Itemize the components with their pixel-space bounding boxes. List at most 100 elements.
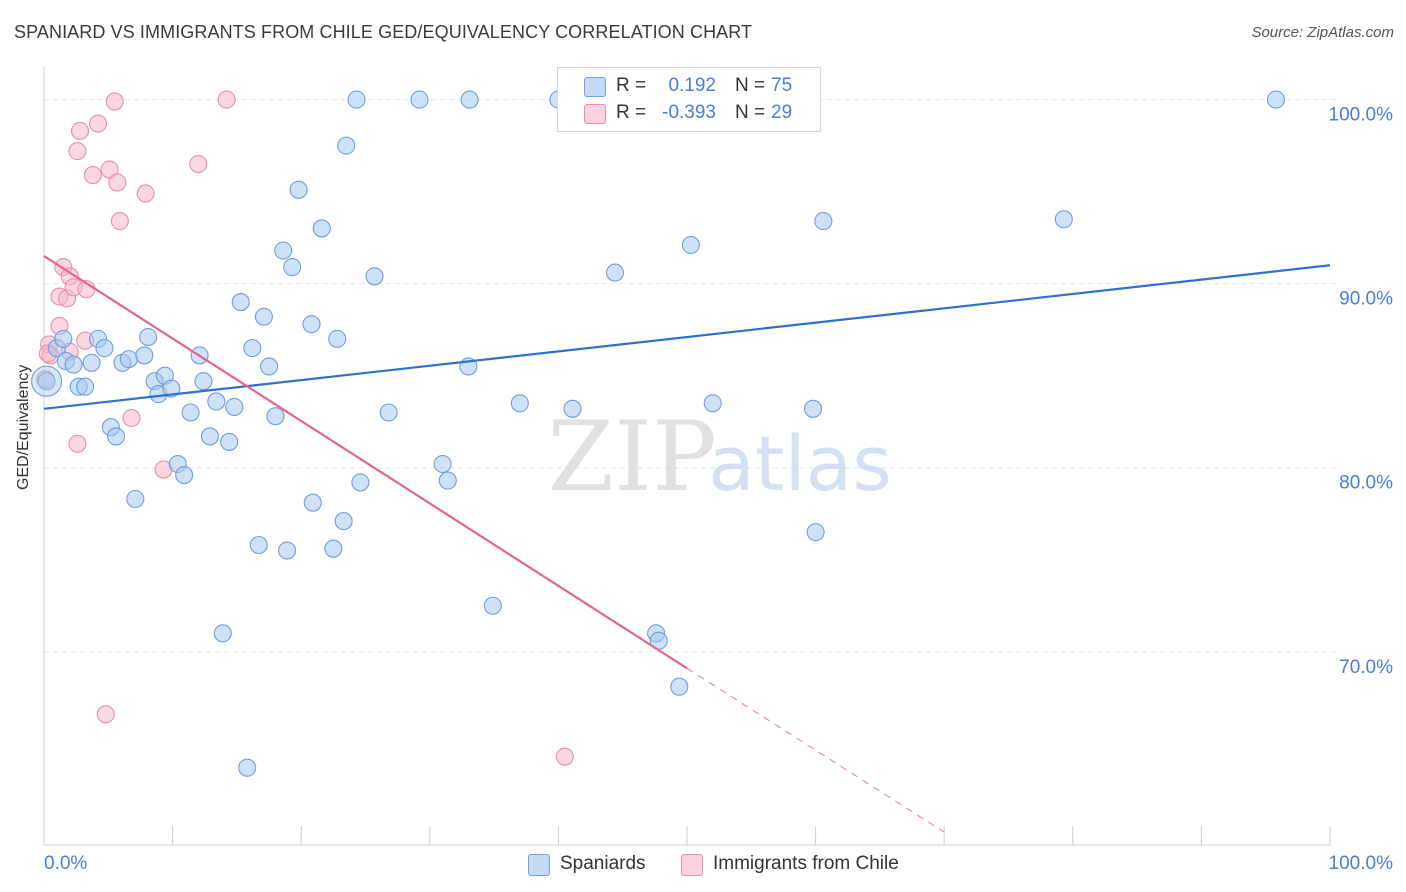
chile-point [68, 434, 87, 453]
trend-lines [43, 255, 1331, 833]
spaniard-point [278, 541, 297, 560]
spaniard-point [37, 372, 56, 391]
chile-point [88, 114, 108, 133]
spaniard-point [351, 473, 370, 492]
spaniard-point [410, 90, 429, 109]
spaniard-point [510, 394, 529, 413]
spaniard-point-large [31, 365, 63, 397]
spaniard-point [670, 677, 689, 696]
chile-trend-extension [686, 667, 945, 833]
spaniard-point [64, 355, 83, 374]
spaniard-point [76, 377, 95, 396]
spaniard-point [266, 407, 285, 426]
spaniard-point [238, 758, 257, 777]
spaniard-point [302, 315, 321, 334]
spaniard-point [194, 372, 213, 391]
legend-r-label: R = [616, 75, 647, 96]
spaniard-point [806, 523, 825, 542]
spaniard-point [703, 394, 722, 413]
legend-label: Spaniards [560, 853, 646, 874]
legend-row-spaniards: R = 0.192 N = 75 [558, 73, 820, 101]
spaniard-point [259, 357, 279, 376]
spaniard-point [328, 329, 347, 348]
chile-point [108, 173, 127, 192]
legend-n-label: N = [735, 75, 766, 96]
spaniard-point [162, 379, 181, 398]
x-tick-label: 0.0% [44, 853, 87, 874]
spaniard-point [220, 432, 239, 451]
chile-point [189, 154, 208, 174]
spaniard-point [814, 212, 833, 231]
y-tick-label: 70.0% [1339, 657, 1393, 678]
chile-trend-line [43, 255, 688, 670]
spaniard-point [803, 399, 823, 418]
spaniard-point [139, 327, 158, 347]
spaniard-point [274, 241, 293, 260]
grid-lines [44, 99, 1336, 653]
spaniard-point [225, 397, 244, 417]
chile-point [83, 166, 102, 185]
spaniard-point [433, 454, 452, 474]
spaniard-point [324, 539, 343, 558]
spaniard-point [1054, 210, 1073, 229]
tick-labels: 70.0% 80.0% 90.0% 100.0% 0.0% 100.0% [44, 105, 1393, 874]
spaniards-trend-line [43, 264, 1331, 410]
spaniard-point [289, 180, 308, 199]
y-tick-label: 100.0% [1329, 105, 1394, 126]
chile-point [105, 92, 124, 111]
y-tick-label: 80.0% [1339, 473, 1393, 494]
correlation-legend: R = 0.192 N = 75 R = -0.393 N = 29 [557, 67, 821, 132]
x-tick-label: 100.0% [1329, 853, 1394, 874]
chile-point [68, 142, 87, 161]
legend-r-label: R = [616, 102, 647, 123]
spaniard-point [334, 512, 353, 531]
spaniard-point [379, 403, 398, 422]
spaniard-point [605, 263, 625, 282]
legend-label: Immigrants from Chile [713, 853, 899, 874]
spaniard-point [1266, 90, 1286, 109]
spaniard-point [337, 136, 356, 155]
data-points [31, 90, 1286, 777]
watermark-zip: ZIP [547, 401, 716, 513]
spaniard-point [213, 624, 232, 643]
legend-r-value: 0.192 [668, 75, 716, 96]
spaniard-point [483, 596, 502, 615]
spaniard-point [135, 346, 154, 365]
chile-point [70, 121, 90, 140]
chile-point [136, 184, 155, 203]
spaniard-point [249, 535, 268, 555]
spaniard-point [254, 307, 273, 326]
spaniard-point [126, 489, 145, 509]
spaniard-point [243, 339, 262, 358]
chile-point [122, 408, 141, 428]
chile-point [555, 747, 574, 766]
y-tick-label: 90.0% [1339, 289, 1393, 310]
spaniard-point [119, 350, 138, 369]
legend-r-value: -0.393 [662, 102, 716, 123]
chile-point [96, 705, 115, 724]
y-axis-label: GED/Equivalency [15, 364, 32, 490]
spaniard-point [312, 219, 331, 238]
chile-point [110, 212, 129, 231]
spaniard-point [231, 293, 250, 312]
legend-swatch-pink [584, 104, 606, 124]
legend-n-value: 29 [771, 102, 793, 123]
spaniard-point [365, 267, 384, 286]
spaniard-point [175, 466, 194, 485]
spaniard-point [283, 258, 302, 277]
spaniard-point [54, 329, 73, 348]
chart-title: SPANIARD VS IMMIGRANTS FROM CHILE GED/EQ… [14, 22, 753, 42]
source-label: Source: ZipAtlas.com [1251, 24, 1394, 41]
spaniard-point [681, 235, 700, 255]
legend-n-value: 75 [771, 75, 793, 96]
chile-point [217, 90, 236, 109]
watermark: ZIP atlas [547, 401, 891, 513]
spaniard-point [82, 353, 101, 372]
spaniard-point [200, 427, 219, 446]
axes [43, 66, 1331, 846]
legend-swatch-blue [528, 854, 550, 876]
spaniard-point [303, 493, 322, 512]
legend-row-chile: R = -0.393 N = 29 [558, 100, 820, 128]
spaniard-point [106, 427, 126, 446]
